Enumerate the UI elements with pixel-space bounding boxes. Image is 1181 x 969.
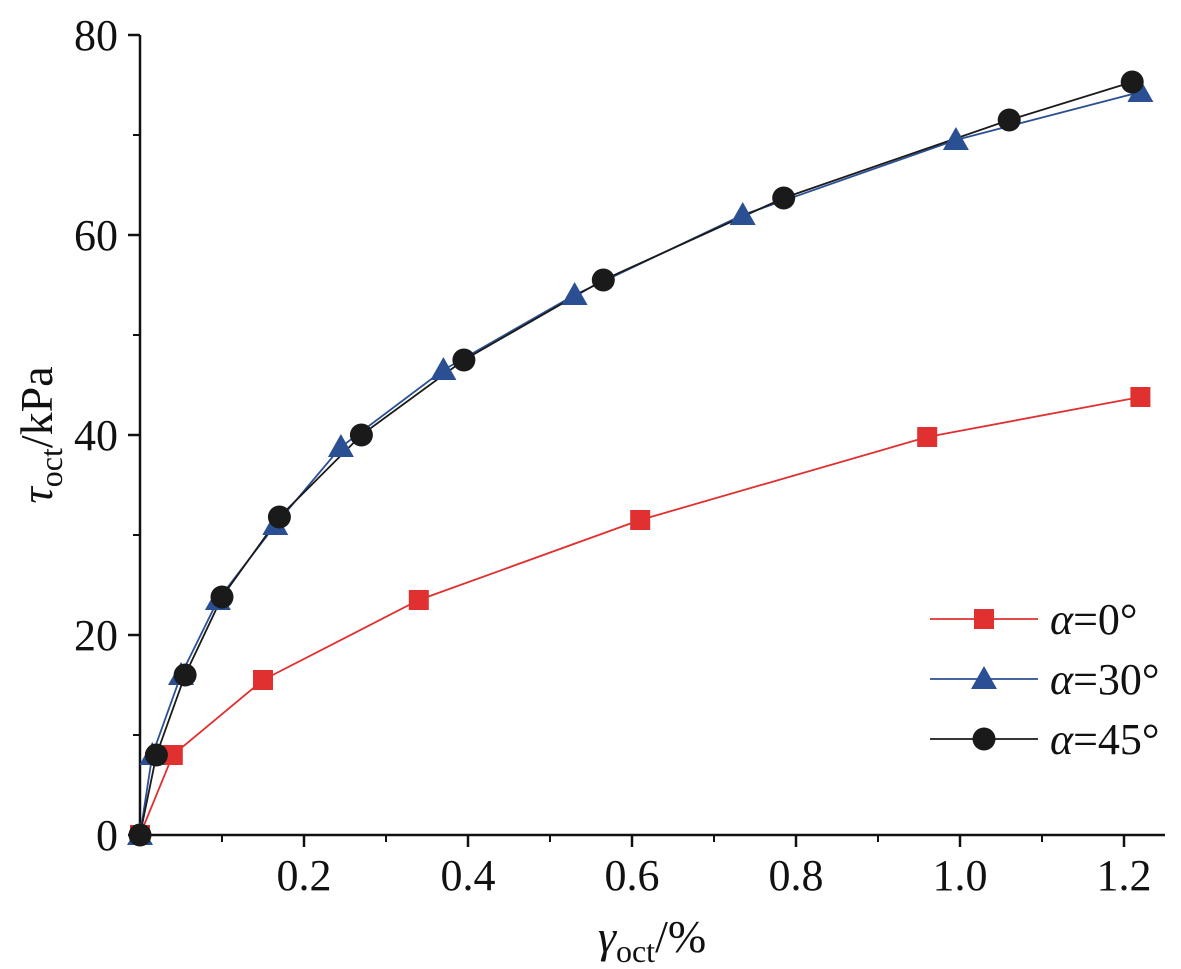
legend-symbol: α	[1050, 595, 1074, 644]
x-tick-label: 0.8	[769, 851, 824, 900]
data-point-square	[1130, 387, 1151, 407]
y-tick-label: 40	[74, 411, 118, 460]
series-lines	[139, 81, 1141, 836]
x-axis-subscript: oct	[616, 933, 655, 969]
y-axis-title: τoct/kPa	[11, 366, 69, 503]
y-axis-subscript: oct	[33, 448, 69, 487]
series-line-triangle	[139, 91, 1141, 836]
legend-label: α=0°	[1050, 595, 1138, 644]
y-axis-unit: /kPa	[11, 366, 62, 448]
data-point-circle	[349, 423, 373, 447]
data-point-triangle	[729, 202, 756, 225]
legend-symbol: α	[1050, 655, 1074, 704]
x-axis-unit: /%	[655, 911, 706, 962]
data-point-square	[162, 745, 183, 765]
data-point-circle	[267, 505, 291, 529]
axis-tick-labels: 0 20 40 60 80 0.2 0.4 0.6 0.8 1.0 1.2	[74, 11, 1152, 900]
x-tick-label: 1.2	[1097, 851, 1152, 900]
legend-marker-circle	[972, 727, 996, 751]
y-tick-label: 20	[74, 611, 118, 660]
x-axis-symbol: γ	[598, 911, 618, 962]
data-point-circle	[452, 348, 476, 372]
legend-value: =30°	[1073, 655, 1159, 704]
data-point-circle	[591, 268, 615, 292]
y-tick-label: 80	[74, 11, 118, 60]
y-tick-label: 60	[74, 211, 118, 260]
data-point-square	[408, 590, 429, 610]
x-tick-label: 0.2	[277, 851, 332, 900]
x-tick-label: 0.6	[605, 851, 660, 900]
x-axis-title: γoct/%	[598, 911, 706, 969]
data-point-circle	[772, 186, 796, 210]
data-point-triangle	[1127, 79, 1154, 102]
data-point-square	[917, 427, 938, 447]
x-tick-label: 1.0	[933, 851, 988, 900]
data-point-square	[630, 510, 651, 530]
data-point-circle	[144, 743, 168, 767]
legend-marker-square	[974, 609, 994, 629]
data-point-triangle	[430, 357, 457, 380]
data-point-circle	[1120, 70, 1144, 94]
data-point-circle	[128, 823, 152, 847]
legend-label: α=30°	[1050, 655, 1160, 704]
series-line-circle	[139, 81, 1133, 836]
data-point-triangle	[561, 282, 588, 305]
legend-value: =0°	[1073, 595, 1137, 644]
data-point-square	[253, 670, 273, 690]
data-point-circle	[210, 585, 234, 609]
x-tick-label: 0.4	[441, 851, 496, 900]
legend-marker-triangle	[971, 666, 997, 689]
data-point-triangle	[327, 434, 354, 457]
y-axis-symbol: τ	[11, 486, 62, 504]
y-tick-label: 0	[96, 811, 118, 860]
legend-label: α=45°	[1050, 715, 1160, 764]
data-point-triangle	[942, 127, 969, 150]
data-point-circle	[173, 663, 197, 687]
data-point-circle	[997, 108, 1021, 132]
series-markers	[127, 70, 1154, 847]
plot-area: 0 20 40 60 80 0.2 0.4 0.6 0.8 1.0 1.2	[74, 11, 1165, 900]
legend-value: =45°	[1073, 715, 1159, 764]
legend-symbol: α	[1050, 715, 1074, 764]
axis-ticks	[128, 33, 1126, 847]
legend: α=0°α=30°α=45°	[930, 595, 1160, 764]
